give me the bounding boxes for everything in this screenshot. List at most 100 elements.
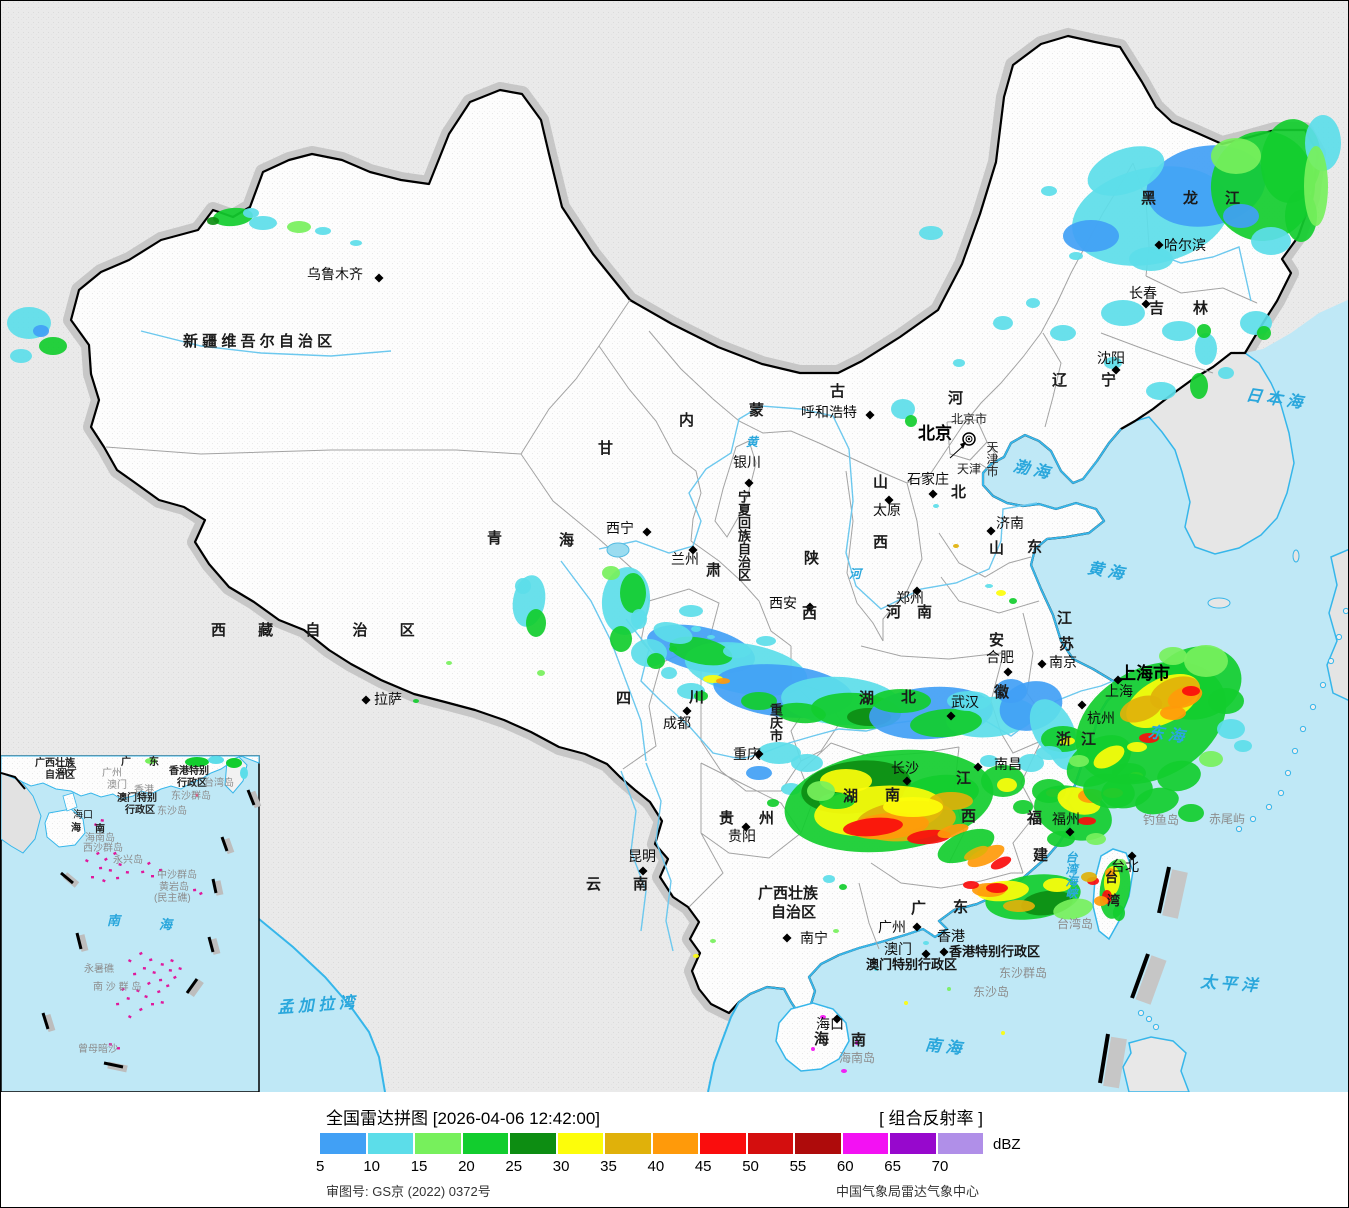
city-marker xyxy=(1037,659,1047,669)
island-speck xyxy=(120,987,125,992)
china-radar-map xyxy=(1,1,1348,1092)
legend-band-50 xyxy=(747,1133,793,1154)
city-marker xyxy=(688,545,698,555)
radar-echo xyxy=(1094,896,1108,906)
radar-echo xyxy=(1139,733,1159,743)
city-markers xyxy=(361,240,1164,1024)
radar-echo xyxy=(871,689,931,713)
radar-echo xyxy=(1105,868,1115,878)
island-speck xyxy=(116,876,120,880)
radar-echo xyxy=(947,987,951,991)
island-speck xyxy=(126,997,130,1000)
hainan-island xyxy=(775,1002,850,1072)
radar-echo xyxy=(1081,872,1097,882)
nine-dash-line xyxy=(1098,866,1188,1089)
dash-segment xyxy=(41,1012,50,1030)
island-speck xyxy=(172,975,177,980)
legend-band-5 xyxy=(320,1133,366,1154)
radar-echo xyxy=(1093,745,1125,769)
radar-echo xyxy=(1178,804,1204,822)
island-speck xyxy=(144,994,148,999)
radar-echo xyxy=(1026,298,1040,308)
radar-echo xyxy=(39,337,67,355)
city-marker xyxy=(1127,851,1137,861)
radar-echo xyxy=(1078,817,1096,825)
radar-echo xyxy=(1129,247,1173,271)
radar-echo xyxy=(1234,740,1252,752)
radar-echo xyxy=(653,622,693,644)
radar-echo xyxy=(985,584,993,588)
radar-echo xyxy=(953,544,959,548)
small-island xyxy=(1235,825,1243,833)
radar-echo xyxy=(996,590,1006,596)
radar-echo xyxy=(1018,754,1044,772)
dash-shadow xyxy=(222,837,235,855)
island-speck xyxy=(139,951,143,956)
radar-echo xyxy=(964,845,988,861)
radar-echo xyxy=(1195,333,1217,365)
radar-echo xyxy=(756,636,776,646)
radar-echo xyxy=(1043,878,1071,892)
radar-echo xyxy=(1050,325,1076,341)
tsushima xyxy=(1292,549,1300,563)
island-speck xyxy=(127,959,132,963)
radar-echo xyxy=(967,844,1005,868)
island-speck xyxy=(170,959,174,963)
legend-tick: 5 xyxy=(316,1158,325,1175)
island-speck xyxy=(108,869,112,872)
legend-tick: 10 xyxy=(363,1158,381,1175)
legend-band-10 xyxy=(367,1133,413,1154)
island-speck xyxy=(156,990,161,994)
radar-echo xyxy=(1069,252,1083,260)
small-island xyxy=(1284,769,1292,777)
radar-echo xyxy=(993,316,1013,330)
beijing-capital-icon xyxy=(949,432,976,459)
radar-echo xyxy=(213,207,253,227)
legend-tick: 35 xyxy=(600,1158,617,1175)
dash-segment xyxy=(1157,866,1171,914)
radar-echo xyxy=(669,636,733,666)
small-island xyxy=(1152,1023,1160,1031)
island-speck xyxy=(139,1007,143,1012)
radar-echo xyxy=(823,875,835,883)
radar-echo xyxy=(791,754,823,772)
legend-tick: 25 xyxy=(505,1158,523,1175)
radar-echo xyxy=(602,566,620,580)
radar-echo xyxy=(1182,686,1200,696)
radar-echo xyxy=(1116,859,1126,867)
radar-echo xyxy=(891,399,915,419)
radar-echo xyxy=(1041,186,1057,196)
radar-echo xyxy=(995,679,1027,703)
island-speck xyxy=(84,859,89,863)
radar-echo xyxy=(315,227,331,235)
dash-segment xyxy=(60,871,74,885)
island-speck xyxy=(160,1001,164,1004)
dash-shadow xyxy=(209,938,221,955)
island-speck xyxy=(99,866,103,870)
small-island xyxy=(1137,1009,1145,1017)
legend-band-45 xyxy=(700,1133,746,1154)
radar-echo xyxy=(820,1015,826,1019)
radar-echo xyxy=(446,661,452,665)
island-speck xyxy=(125,871,129,874)
radar-echo xyxy=(990,856,1012,870)
legend-tick: 20 xyxy=(458,1158,475,1175)
radar-echo xyxy=(1087,146,1165,196)
small-island xyxy=(1342,607,1348,615)
city-marker xyxy=(638,866,648,876)
radar-echo xyxy=(776,702,826,724)
rivers xyxy=(140,246,1252,952)
radar-echo xyxy=(1184,645,1228,677)
radar-echo xyxy=(746,766,772,780)
island-speck xyxy=(151,875,154,878)
legend-band-40 xyxy=(652,1133,698,1154)
city-marker xyxy=(921,949,931,959)
island-speck xyxy=(91,876,94,879)
radar-echo xyxy=(249,216,277,230)
island-speck xyxy=(136,989,140,993)
dash-shadow xyxy=(1103,1036,1127,1089)
radar-echo xyxy=(1208,688,1244,714)
dash-segment xyxy=(185,978,199,994)
radar-echo xyxy=(1257,326,1271,340)
radar-echo xyxy=(1069,755,1089,767)
